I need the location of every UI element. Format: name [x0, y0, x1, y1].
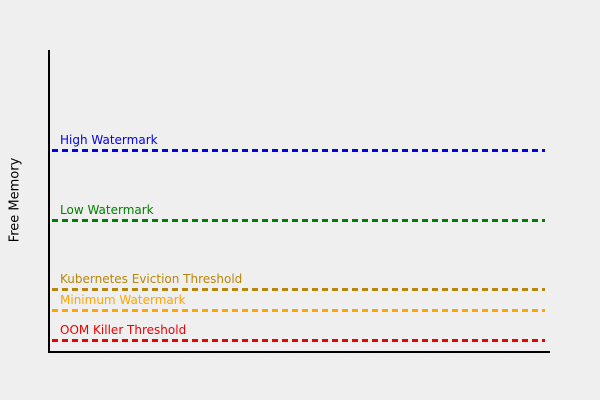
high-watermark-label: High Watermark — [60, 133, 158, 147]
minimum-watermark-line — [52, 309, 545, 312]
low-watermark-line — [52, 219, 545, 222]
low-watermark-label: Low Watermark — [60, 203, 154, 217]
oom-killer-threshold-line — [52, 339, 545, 342]
y-axis-label: Free Memory — [7, 157, 23, 243]
oom-killer-threshold-label: OOM Killer Threshold — [60, 323, 187, 337]
kubernetes-eviction-threshold-label: Kubernetes Eviction Threshold — [60, 272, 243, 286]
high-watermark-line — [52, 149, 545, 152]
y-axis-spine — [48, 50, 50, 353]
minimum-watermark-label: Minimum Watermark — [60, 293, 186, 307]
x-axis-spine — [48, 351, 550, 353]
kubernetes-eviction-threshold-line — [52, 288, 545, 291]
